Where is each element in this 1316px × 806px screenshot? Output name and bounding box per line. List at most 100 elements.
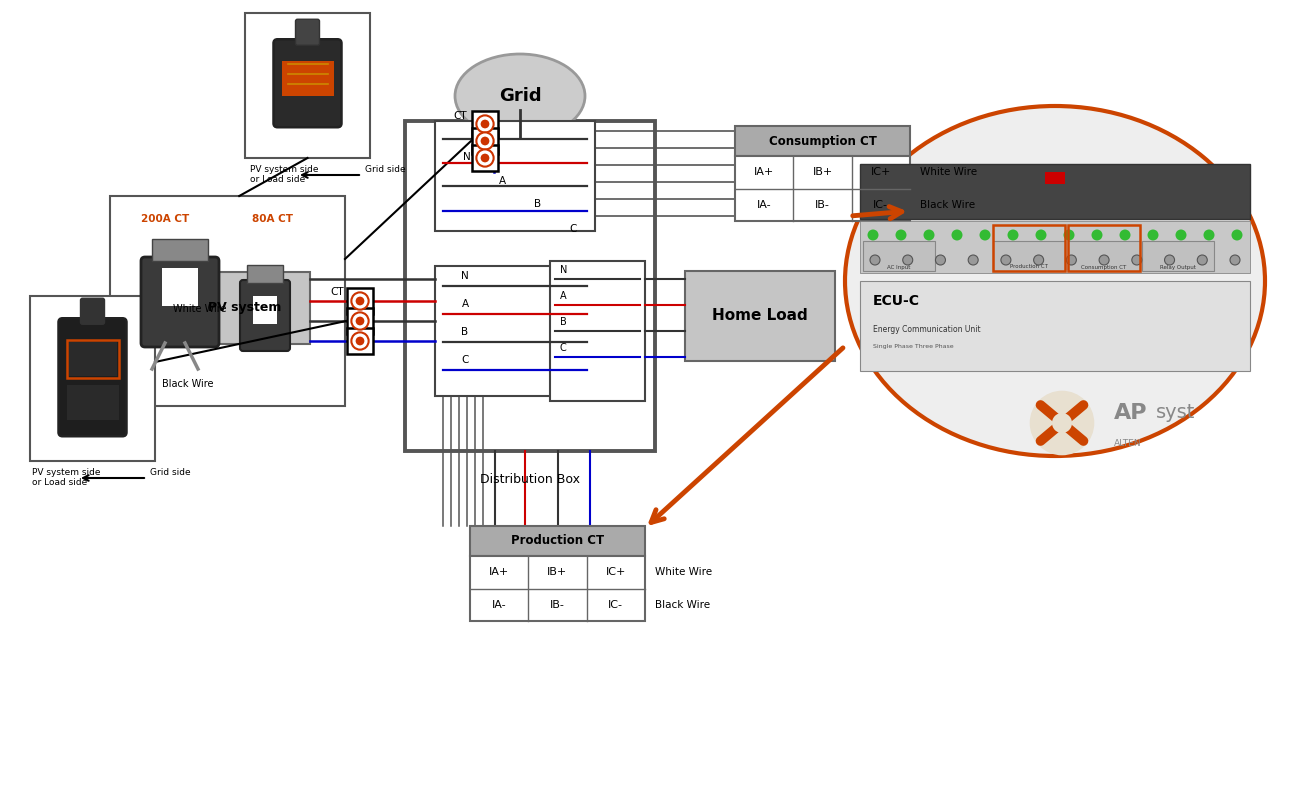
Circle shape <box>867 230 879 240</box>
FancyBboxPatch shape <box>550 261 645 401</box>
Text: IC+: IC+ <box>605 567 626 577</box>
Circle shape <box>1091 230 1103 240</box>
Ellipse shape <box>845 106 1265 456</box>
Circle shape <box>1232 230 1242 240</box>
Circle shape <box>355 297 365 305</box>
FancyBboxPatch shape <box>180 272 311 344</box>
FancyBboxPatch shape <box>347 288 374 314</box>
FancyBboxPatch shape <box>245 13 370 158</box>
Circle shape <box>1132 255 1142 265</box>
Text: AC Input: AC Input <box>887 264 911 269</box>
Text: A: A <box>561 291 567 301</box>
Circle shape <box>924 230 934 240</box>
Text: Consumption CT: Consumption CT <box>769 135 876 147</box>
Text: Black Wire: Black Wire <box>920 200 975 210</box>
Text: Consumption CT: Consumption CT <box>1082 264 1126 269</box>
Text: IC+: IC+ <box>871 168 891 177</box>
FancyBboxPatch shape <box>1142 241 1213 271</box>
Text: Home Load: Home Load <box>712 309 808 323</box>
Circle shape <box>480 154 490 162</box>
Text: ECU-C: ECU-C <box>873 294 920 308</box>
Text: Energy Communication Unit: Energy Communication Unit <box>873 325 980 334</box>
Text: N: N <box>463 152 471 162</box>
FancyBboxPatch shape <box>471 145 499 171</box>
Circle shape <box>480 119 490 128</box>
FancyBboxPatch shape <box>863 241 934 271</box>
FancyBboxPatch shape <box>436 266 595 396</box>
Text: B: B <box>462 327 468 337</box>
Text: IC-: IC- <box>608 600 624 610</box>
Circle shape <box>1230 255 1240 265</box>
Circle shape <box>1198 255 1207 265</box>
FancyBboxPatch shape <box>686 271 834 361</box>
FancyBboxPatch shape <box>859 164 1250 219</box>
Circle shape <box>979 230 991 240</box>
Circle shape <box>476 149 494 167</box>
FancyBboxPatch shape <box>58 318 126 436</box>
Circle shape <box>1051 413 1073 433</box>
Text: C: C <box>561 343 567 353</box>
FancyBboxPatch shape <box>471 128 499 154</box>
Text: AP: AP <box>1115 403 1148 423</box>
Text: N: N <box>461 271 468 281</box>
Text: C: C <box>569 224 576 234</box>
Text: PV system: PV system <box>208 301 282 314</box>
FancyBboxPatch shape <box>436 121 595 231</box>
FancyBboxPatch shape <box>80 298 104 324</box>
Circle shape <box>480 137 490 145</box>
Text: IB-: IB- <box>550 600 565 610</box>
Text: syst: syst <box>1155 404 1195 422</box>
Text: 80A CT: 80A CT <box>251 214 292 224</box>
Text: White Wire: White Wire <box>655 567 712 577</box>
Circle shape <box>1204 230 1215 240</box>
FancyBboxPatch shape <box>274 39 341 127</box>
Text: IB+: IB+ <box>547 567 567 577</box>
Text: IB-: IB- <box>815 200 830 210</box>
FancyBboxPatch shape <box>30 296 155 461</box>
FancyBboxPatch shape <box>1045 172 1065 184</box>
FancyBboxPatch shape <box>153 239 208 261</box>
Text: Black Wire: Black Wire <box>162 379 213 389</box>
Text: B: B <box>561 317 567 327</box>
Text: Distribution Box: Distribution Box <box>480 473 580 486</box>
FancyBboxPatch shape <box>68 343 117 376</box>
FancyBboxPatch shape <box>67 385 118 420</box>
FancyBboxPatch shape <box>994 241 1065 271</box>
Circle shape <box>355 337 365 345</box>
FancyBboxPatch shape <box>247 265 283 283</box>
Text: N: N <box>561 265 567 275</box>
FancyBboxPatch shape <box>347 308 374 334</box>
Circle shape <box>476 132 494 150</box>
Text: IA+: IA+ <box>490 567 509 577</box>
FancyBboxPatch shape <box>736 156 909 221</box>
Text: White Wire: White Wire <box>174 304 226 314</box>
Ellipse shape <box>455 54 586 138</box>
Text: B: B <box>534 199 541 209</box>
Text: A: A <box>499 176 505 186</box>
FancyBboxPatch shape <box>111 196 345 406</box>
FancyBboxPatch shape <box>282 61 333 96</box>
Text: Production CT: Production CT <box>511 534 604 547</box>
Text: IA-: IA- <box>757 200 771 210</box>
Circle shape <box>1120 230 1130 240</box>
FancyBboxPatch shape <box>253 296 276 324</box>
Text: 200A CT: 200A CT <box>141 214 190 224</box>
Text: IC-: IC- <box>874 200 888 210</box>
Circle shape <box>1029 391 1095 455</box>
Text: Production CT: Production CT <box>1011 264 1048 269</box>
Text: IA+: IA+ <box>754 168 774 177</box>
FancyBboxPatch shape <box>296 19 320 45</box>
Text: White Wire: White Wire <box>920 168 976 177</box>
FancyBboxPatch shape <box>1069 241 1140 271</box>
FancyBboxPatch shape <box>736 126 909 156</box>
Text: A: A <box>462 299 468 309</box>
Circle shape <box>1063 230 1074 240</box>
Circle shape <box>1001 255 1011 265</box>
Circle shape <box>1036 230 1046 240</box>
Circle shape <box>936 255 945 265</box>
Text: PV system side
or Load side: PV system side or Load side <box>32 468 100 488</box>
Text: ALTEN: ALTEN <box>1115 438 1141 447</box>
FancyBboxPatch shape <box>470 556 645 621</box>
Text: Grid side: Grid side <box>365 165 405 174</box>
Circle shape <box>903 255 913 265</box>
